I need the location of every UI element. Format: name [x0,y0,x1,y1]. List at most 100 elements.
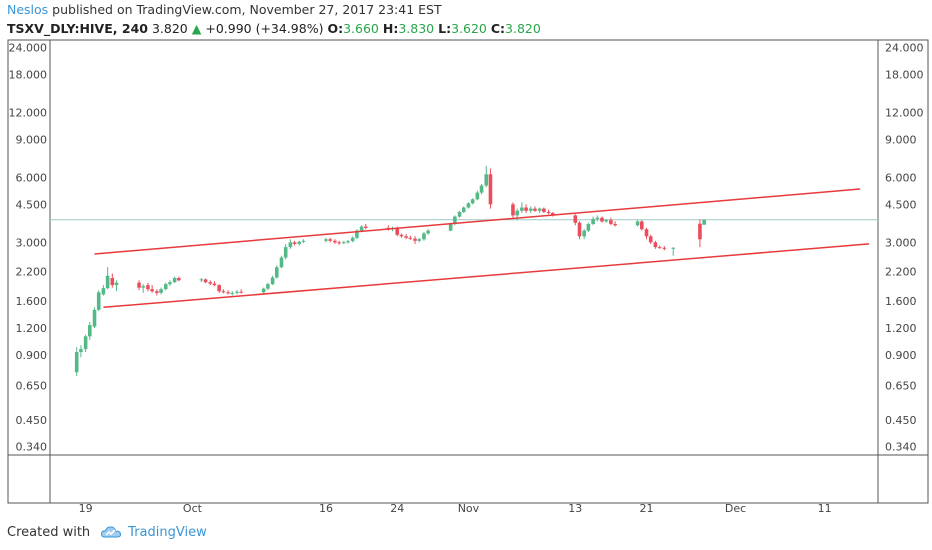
candle-body [199,279,204,281]
x-tick-label: 13 [568,502,582,515]
candle-body [417,239,422,241]
y-tick-label-right: 4.500 [885,198,917,211]
candle-body [342,242,346,244]
candle-body [515,210,519,216]
tradingview-cloud-icon [101,526,122,538]
open-label: O: [327,21,344,36]
candle-body [702,219,706,225]
candlestick-chart[interactable]: 24.000 18.000 12.000 9.000 6.000 4.500 3.000 2.… [0,0,932,520]
y-tick-label-right: 24.000 [885,41,924,54]
candle-body [261,288,266,293]
candle-body [511,204,515,216]
candle-body [212,283,217,286]
candle-body [577,222,582,237]
candle-body [422,233,426,240]
candle-body [235,291,239,293]
candle-body [484,174,489,186]
y-tick-label-right: 3.000 [885,236,917,249]
candle-body [203,279,208,283]
candle-body [600,217,604,222]
candle-body [404,236,408,238]
publish-line: Neslos published on TradingView.com, Nov… [7,2,442,17]
candle-body [542,208,546,212]
candle-body [461,207,466,212]
footer: Created with TradingView [7,524,207,540]
candle-body [479,185,484,193]
candle-body [92,309,97,327]
candle-body [159,289,163,293]
y-axis-left: 24.000 18.000 12.000 9.000 6.000 4.500 3.000 2.… [9,41,48,453]
candle-body [609,220,613,224]
candle-body [657,247,662,249]
candle-body [88,325,92,337]
candle-body [537,208,542,211]
y-tick-label-left: 1.600 [16,295,48,308]
candle-body [364,226,368,228]
candle-body [114,282,119,286]
candle-body [698,223,702,240]
candle-body [333,240,337,243]
candle-body [355,230,359,238]
candle-body [653,242,658,248]
candle-body [413,238,417,241]
candle-body [163,284,168,290]
candle-body [221,291,226,293]
candle-body [524,207,528,211]
y-tick-label-left: 1.200 [16,322,48,335]
candle-body [520,207,524,211]
x-tick-label: Nov [458,502,480,515]
y-axis-right: 24.000 18.000 12.000 9.000 6.000 4.500 3.000 2.… [885,41,924,453]
candle-body [137,282,141,288]
candle-body [208,282,213,284]
y-tick-label-right: 1.200 [885,322,917,335]
candle-body [635,221,640,226]
low-label: L: [438,21,452,36]
candle-body [448,223,453,231]
candle-body [457,211,462,217]
y-tick-label-right: 0.900 [885,349,917,362]
candle-body [266,284,270,289]
candle-body [110,278,115,286]
candle-body [83,336,88,350]
candle-body [74,352,79,373]
candle-body [408,237,413,239]
candle-body [172,278,177,283]
trend-line [94,188,861,255]
y-tick-label-left: 0.900 [16,349,48,362]
trend-line [103,243,870,309]
candle-body [168,282,172,285]
candle-body [270,277,275,285]
candle-body [146,285,150,290]
candle-body [488,174,493,205]
candle-body [573,215,578,223]
candle-body [226,292,230,294]
candle-body [79,349,83,353]
candle-body [346,241,350,243]
y-tick-label-left: 18.000 [9,68,48,81]
candle-body [591,218,595,224]
candle-body [644,229,649,237]
candle-body [453,216,457,224]
candle-body [301,240,306,242]
candle-body [101,288,106,295]
candle-body [640,221,644,230]
candle-body [96,292,101,310]
candle-body [292,242,297,244]
candle-body [359,226,364,231]
author-link[interactable]: Neslos [7,2,49,17]
y-tick-label-left: 0.450 [16,414,48,427]
y-tick-label-right: 0.650 [885,380,917,393]
x-tick-label: 16 [319,502,333,515]
candle-body [671,247,676,249]
tradingview-link[interactable]: TradingView [128,524,207,540]
candle-body [466,203,471,208]
y-tick-label-right: 0.450 [885,414,917,427]
y-tick-label-left: 12.000 [9,106,48,119]
candle-body [328,239,332,241]
close-value: 3.820 [505,21,541,36]
y-tick-label-left: 0.340 [16,440,48,453]
candle-body [350,237,355,242]
created-with-label: Created with [7,524,91,540]
y-tick-label-right: 1.600 [885,295,917,308]
y-tick-label-left: 0.650 [16,380,48,393]
